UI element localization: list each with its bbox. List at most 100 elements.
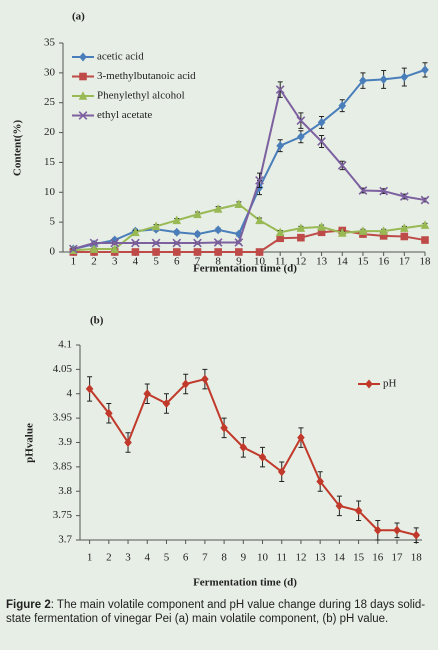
marker — [296, 116, 306, 125]
marker — [421, 65, 429, 75]
legend-label: Phenylethyl alcohol — [97, 90, 185, 102]
marker — [89, 238, 99, 248]
x-tick-label: 18 — [420, 256, 432, 268]
x-tick-label: 1 — [71, 256, 77, 268]
marker — [214, 225, 222, 235]
marker — [365, 379, 373, 389]
charts: (a)Content(%)Fermentation time (d)051015… — [12, 11, 432, 589]
marker — [124, 438, 132, 447]
x-tick-label: 18 — [411, 552, 423, 564]
marker — [337, 161, 347, 170]
marker — [193, 238, 202, 248]
y-tick-label: 5 — [50, 216, 56, 228]
marker — [79, 52, 87, 62]
marker — [275, 227, 285, 237]
x-tick-label: 10 — [257, 552, 269, 564]
marker — [151, 221, 161, 231]
marker — [379, 74, 388, 84]
marker — [235, 248, 243, 256]
x-tick-label: 15 — [357, 256, 369, 268]
marker — [275, 85, 285, 94]
legend-label: pH — [383, 378, 397, 390]
marker — [400, 223, 409, 232]
marker — [317, 228, 326, 237]
marker — [110, 238, 120, 248]
panel-label: (b) — [90, 315, 104, 327]
y-tick-label: 15 — [44, 156, 56, 168]
x-tick-label: 7 — [202, 552, 208, 564]
marker — [297, 233, 305, 242]
marker — [359, 76, 367, 86]
y-tick-label: 0 — [50, 246, 56, 258]
x-tick-label: 16 — [372, 552, 384, 564]
marker — [181, 379, 190, 389]
marker — [400, 232, 409, 241]
marker — [296, 223, 306, 232]
marker — [421, 236, 429, 244]
marker — [276, 234, 284, 243]
caption-text: : The main volatile component and pH val… — [6, 599, 426, 625]
marker — [79, 72, 87, 81]
y-tick-label: 3.9 — [58, 436, 72, 448]
y-axis-label: pHvalue — [24, 423, 36, 463]
y-tick-label: 3.75 — [53, 509, 73, 521]
y-tick-label: 25 — [44, 96, 56, 108]
series-line — [73, 87, 426, 250]
marker — [78, 111, 88, 120]
marker — [234, 238, 244, 247]
marker — [358, 186, 368, 195]
legend-label: 3-methylbutanoic acid — [97, 70, 196, 82]
marker — [143, 389, 152, 399]
marker — [131, 227, 140, 237]
marker — [354, 506, 363, 516]
marker — [213, 238, 223, 247]
y-tick-label: 4.05 — [53, 363, 73, 375]
x-tick-label: 3 — [125, 552, 131, 564]
marker — [400, 72, 409, 82]
x-tick-label: 8 — [215, 256, 221, 268]
marker — [297, 433, 305, 443]
x-tick-label: 12 — [295, 256, 306, 268]
marker — [110, 244, 120, 253]
y-tick-label: 3.8 — [58, 485, 72, 497]
marker — [172, 215, 182, 225]
marker — [234, 199, 244, 209]
x-tick-label: 14 — [337, 256, 349, 268]
marker — [89, 244, 99, 253]
x-tick-label: 16 — [378, 256, 390, 268]
x-tick-label: 5 — [153, 256, 159, 268]
x-axis-label: Fermentation time (d) — [193, 263, 297, 275]
marker — [399, 192, 409, 201]
marker — [420, 220, 430, 229]
y-tick-label: 3.7 — [58, 534, 72, 546]
marker — [201, 374, 209, 384]
marker — [317, 222, 326, 231]
x-tick-label: 5 — [164, 552, 170, 564]
panel-label: (a) — [72, 11, 85, 23]
marker — [193, 248, 202, 256]
x-axis-label: Fermentation time (d) — [193, 577, 297, 589]
marker — [297, 132, 305, 142]
marker — [151, 238, 161, 248]
x-tick-label: 11 — [275, 256, 286, 268]
marker — [335, 501, 344, 511]
y-tick-label: 4.1 — [58, 339, 72, 351]
marker — [337, 228, 347, 237]
x-tick-label: 9 — [236, 256, 242, 268]
marker — [172, 248, 181, 256]
x-tick-label: 6 — [174, 256, 180, 268]
marker — [105, 408, 113, 418]
legend-label: acetic acid — [97, 51, 144, 63]
x-tick-label: 2 — [91, 256, 97, 268]
x-tick-label: 14 — [334, 552, 346, 564]
y-tick-label: 35 — [44, 37, 56, 49]
x-tick-label: 17 — [399, 256, 411, 268]
marker — [338, 101, 347, 111]
x-tick-label: 12 — [295, 552, 306, 564]
marker — [255, 248, 264, 256]
x-tick-label: 13 — [316, 256, 328, 268]
marker — [131, 238, 140, 248]
marker — [213, 204, 223, 213]
marker — [317, 117, 326, 127]
marker — [374, 525, 382, 535]
